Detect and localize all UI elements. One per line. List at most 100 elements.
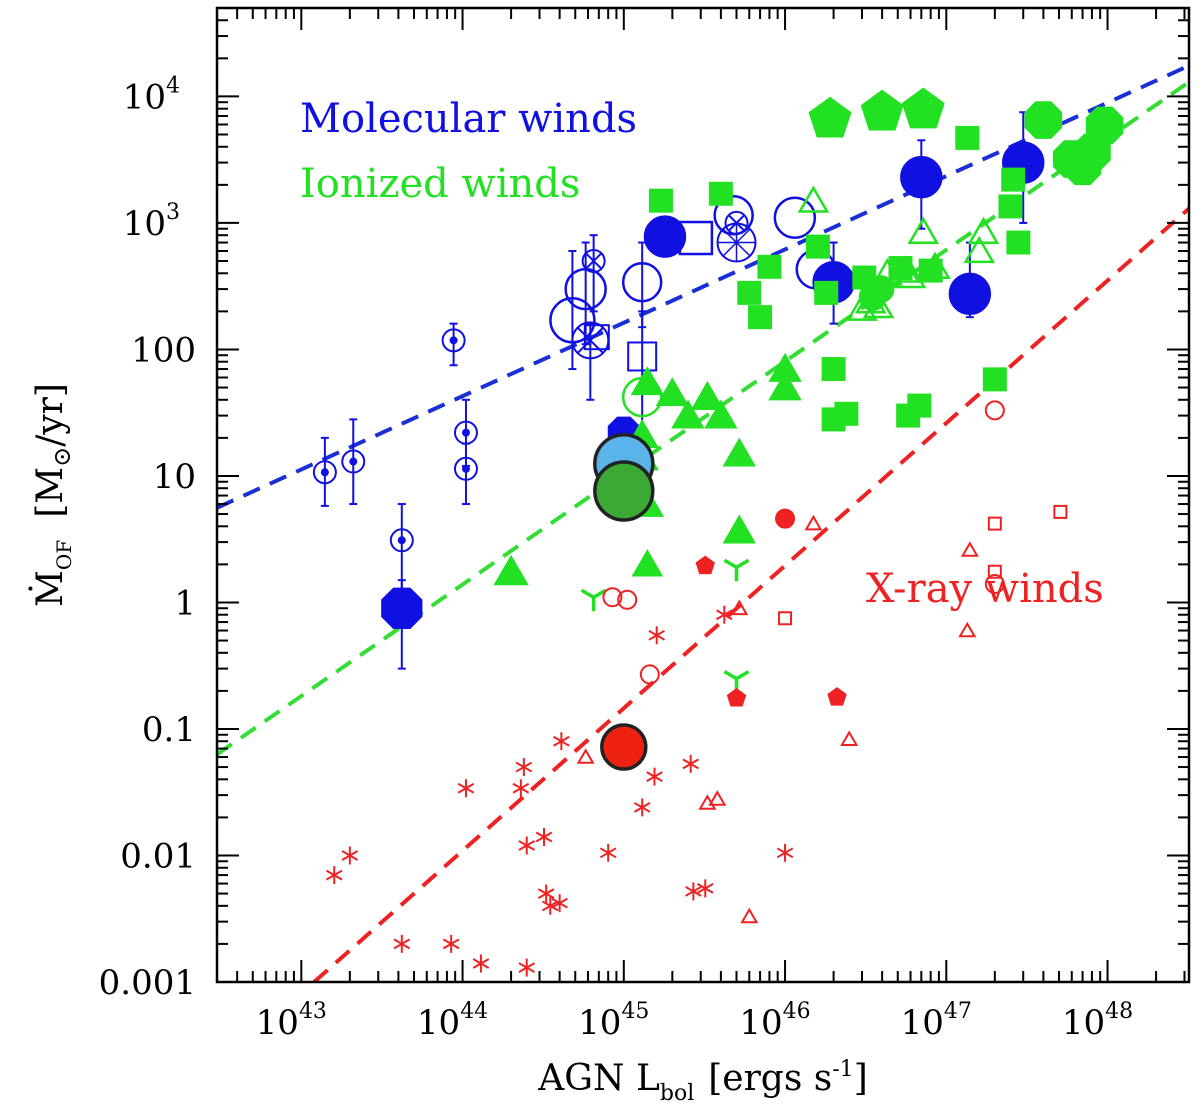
x-ray-winds-point (639, 664, 660, 685)
x-ray-winds-point (695, 555, 715, 575)
x-ray-winds-point (698, 794, 717, 810)
ionized-winds-point (814, 280, 839, 305)
x-ray-winds-point (537, 884, 555, 903)
ionized-winds-point (690, 381, 725, 410)
fit-line-2 (312, 207, 1189, 982)
ionized-winds-point (493, 554, 529, 586)
x-tick-label: 1048 (1062, 999, 1133, 1043)
fit-lines (217, 63, 1189, 982)
ionized-winds-point (722, 437, 756, 467)
ionized-winds-point (708, 181, 733, 206)
x-tick-labels: 1043 1044 1045 1046 1047 1048 (256, 999, 1133, 1043)
molecular-winds-point (381, 587, 423, 629)
axis-ticks (216, 7, 1189, 983)
ionized-winds-point (866, 275, 895, 304)
ionized-winds-point (998, 194, 1023, 219)
ionized-winds-point (630, 366, 665, 396)
x-ray-winds-point (958, 621, 977, 638)
x-ray-winds-point (776, 843, 794, 862)
ionized-winds-point (907, 393, 932, 418)
x-ray-winds-point (599, 843, 617, 862)
x-axis-label-sub: bol (660, 1081, 694, 1106)
x-ray-winds-point (553, 732, 570, 751)
ionized-winds-point (808, 96, 852, 138)
ionized-winds-point (901, 87, 945, 129)
x-axis-label: AGN Lbol [ergs s-1] (537, 1057, 867, 1106)
x-tick-label: 1046 (739, 999, 810, 1043)
molecular-winds-point (453, 456, 478, 481)
x-ray-winds-point (740, 907, 759, 924)
ionized-winds-point (722, 514, 756, 544)
ionized-winds-point (757, 254, 782, 279)
ionized-winds-point (631, 549, 664, 577)
x-ray-winds-point (685, 882, 702, 901)
molecular-winds-point (441, 328, 466, 353)
ionized-winds-point (1006, 230, 1031, 255)
molecular-winds-point (583, 324, 610, 351)
ionized-winds-point (805, 234, 830, 259)
x-ray-winds-point (730, 599, 749, 616)
ionized-winds-point (834, 401, 859, 426)
molecular-winds-point (627, 341, 658, 372)
ionized-winds-point (704, 399, 738, 429)
ionized-winds-point (655, 377, 690, 407)
x-ray-winds-point (551, 894, 568, 913)
highlighted-sources-point (593, 460, 655, 522)
y-tick-label: 0.001 (99, 963, 196, 1003)
ionized-winds-point (737, 280, 762, 305)
legend-ionized-winds: Ionized winds (300, 161, 580, 207)
y-tick-label: 10 (153, 457, 196, 497)
ionized-winds-point (768, 371, 802, 401)
x-ray-winds-point (960, 541, 979, 557)
molecular-winds-point (453, 420, 478, 445)
y-tick-label: 0.01 (120, 836, 196, 876)
ionized-winds-point (671, 399, 705, 429)
highlighted-sources-point (600, 723, 648, 771)
fit-line-1 (217, 80, 1189, 757)
ionized-winds-point (723, 558, 750, 582)
ionized-winds-point (963, 235, 996, 264)
ionized-winds-point (648, 188, 673, 213)
x-ray-winds-point (696, 879, 714, 898)
x-ray-winds-point (804, 514, 823, 531)
molecular-winds-point (900, 155, 943, 199)
data-points (312, 87, 1124, 977)
ionized-winds-point (888, 255, 921, 283)
ionized-winds-point (907, 216, 940, 244)
molecular-winds-point (312, 460, 337, 485)
x-ray-winds-point (535, 828, 553, 847)
plot-frame (215, 6, 1191, 984)
x-ray-winds-point (325, 866, 343, 885)
x-ray-winds-point (775, 508, 796, 529)
x-ray-winds-point (840, 730, 859, 746)
y-tick-labels: 0.001 0.01 0.1 1 10 100 103 104 (99, 73, 196, 1003)
x-ray-winds-point (512, 779, 530, 798)
ionized-winds-point (580, 588, 607, 612)
x-ray-winds-point (716, 605, 733, 624)
x-ray-winds-point (442, 934, 460, 953)
y-tick-label: 104 (123, 73, 180, 117)
x-ray-winds-point (1053, 504, 1068, 519)
x-ray-winds-point (633, 798, 651, 817)
x-ray-winds-point (341, 846, 359, 865)
ionized-winds-point (919, 251, 951, 279)
ionized-winds-point (821, 357, 846, 382)
x-ray-winds-point (984, 573, 1005, 594)
ionized-winds-point (797, 185, 830, 213)
x-ray-winds-point (617, 589, 638, 610)
molecular-winds-point (621, 261, 663, 303)
y-tick-label: 1 (174, 583, 196, 623)
x-tick-label: 1045 (578, 999, 649, 1043)
y-tick-label: 100 (131, 330, 196, 370)
x-ray-winds-point (518, 958, 536, 977)
x-ray-winds-point (987, 516, 1002, 531)
x-ray-winds-point (393, 934, 411, 953)
legend-x-ray-winds: X-ray winds (866, 566, 1104, 612)
x-ray-winds-point (541, 896, 559, 915)
ionized-winds-point (967, 216, 1000, 244)
x-ray-winds-point (457, 779, 475, 798)
molecular-winds-point (341, 449, 366, 474)
x-tick-label: 1044 (417, 999, 488, 1043)
y-axis-label: ṀOF[M⊙/yr] (29, 383, 76, 607)
